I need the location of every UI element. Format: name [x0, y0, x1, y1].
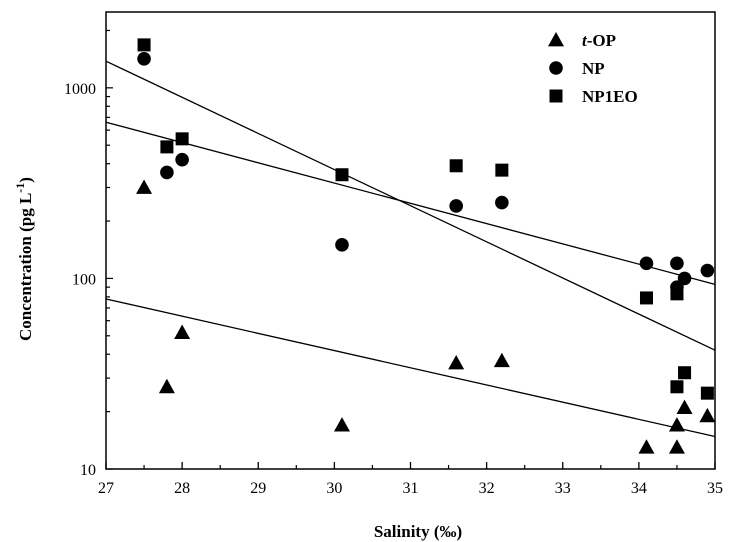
- data-point-t-op: [668, 417, 685, 432]
- data-point-t-op: [668, 439, 685, 454]
- data-point-np: [670, 256, 684, 271]
- plot-area: [105, 11, 716, 470]
- legend: t-OP NP NP1EO: [548, 31, 638, 106]
- data-point-np1eo: [678, 366, 692, 380]
- data-point-t-op: [493, 352, 510, 368]
- data-point-np: [449, 199, 463, 213]
- data-point-np1eo: [700, 386, 714, 400]
- x-axis-title: Salinity (‰): [374, 522, 462, 541]
- y-axis-title-close: ): [16, 177, 35, 183]
- legend-label-np1eo: NP1EO: [582, 87, 638, 106]
- data-point-t-op: [638, 439, 655, 454]
- data-point-np1eo: [160, 140, 174, 154]
- x-tick-label: 32: [479, 480, 495, 497]
- legend-marker-np1eo: [549, 89, 563, 103]
- legend-marker-np: [549, 61, 563, 75]
- legend-label-t-op: t-OP: [582, 31, 616, 50]
- y-axis-title: Concentration (pg L-1): [13, 177, 35, 341]
- trend-line-np: [105, 121, 716, 286]
- x-tick-label: 33: [555, 480, 571, 497]
- legend-label-italic-part: t: [582, 31, 588, 50]
- x-tick-label: 29: [250, 480, 266, 497]
- data-point-np: [175, 152, 189, 167]
- x-tick-label: 35: [707, 480, 723, 497]
- plot-frame: [105, 11, 716, 470]
- x-tick-label: 28: [174, 480, 190, 497]
- data-point-t-op: [699, 407, 716, 423]
- data-point-np1eo: [449, 159, 463, 173]
- legend-marker-t-op: [548, 32, 564, 47]
- data-point-np: [700, 263, 715, 278]
- x-tick-label: 30: [326, 480, 342, 497]
- trend-line-t-op: [105, 298, 716, 438]
- y-axis-title-superscript: -1: [13, 183, 27, 193]
- data-point-np1eo: [175, 132, 189, 146]
- data-point-np: [677, 271, 692, 286]
- x-tick-label: 31: [403, 480, 419, 497]
- axes: 27 28 29 30 31 32 33 34 35 10 100 1000: [64, 29, 723, 497]
- y-tick-label: 100: [72, 271, 96, 288]
- data-point-np1eo: [335, 168, 349, 182]
- data-point-np: [335, 238, 349, 252]
- trend-lines: [105, 60, 716, 438]
- data-point-np1eo: [670, 380, 684, 394]
- data-point-np1eo: [495, 163, 509, 177]
- x-tick-label: 34: [631, 480, 647, 497]
- trend-line-np1eo: [105, 60, 716, 351]
- legend-label-np: NP: [582, 59, 605, 78]
- data-point-t-op: [136, 179, 153, 194]
- data-point-np1eo: [670, 287, 684, 301]
- data-markers: [136, 38, 716, 454]
- y-tick-label: 1000: [64, 81, 96, 98]
- data-point-np: [160, 165, 174, 180]
- data-point-np: [137, 52, 151, 66]
- y-tick-label: 10: [80, 462, 96, 479]
- data-point-np: [639, 256, 654, 271]
- x-tick-label: 27: [98, 480, 114, 497]
- data-point-np: [495, 195, 509, 210]
- data-point-t-op: [158, 378, 175, 394]
- data-point-np1eo: [137, 38, 151, 52]
- data-point-t-op: [448, 354, 465, 370]
- legend-label-rest-part: -OP: [587, 31, 616, 50]
- y-axis-title-main: Concentration (pg L: [16, 193, 35, 341]
- data-point-t-op: [174, 324, 191, 339]
- data-point-np1eo: [639, 291, 653, 305]
- data-point-t-op: [333, 417, 350, 432]
- data-point-t-op: [676, 399, 693, 414]
